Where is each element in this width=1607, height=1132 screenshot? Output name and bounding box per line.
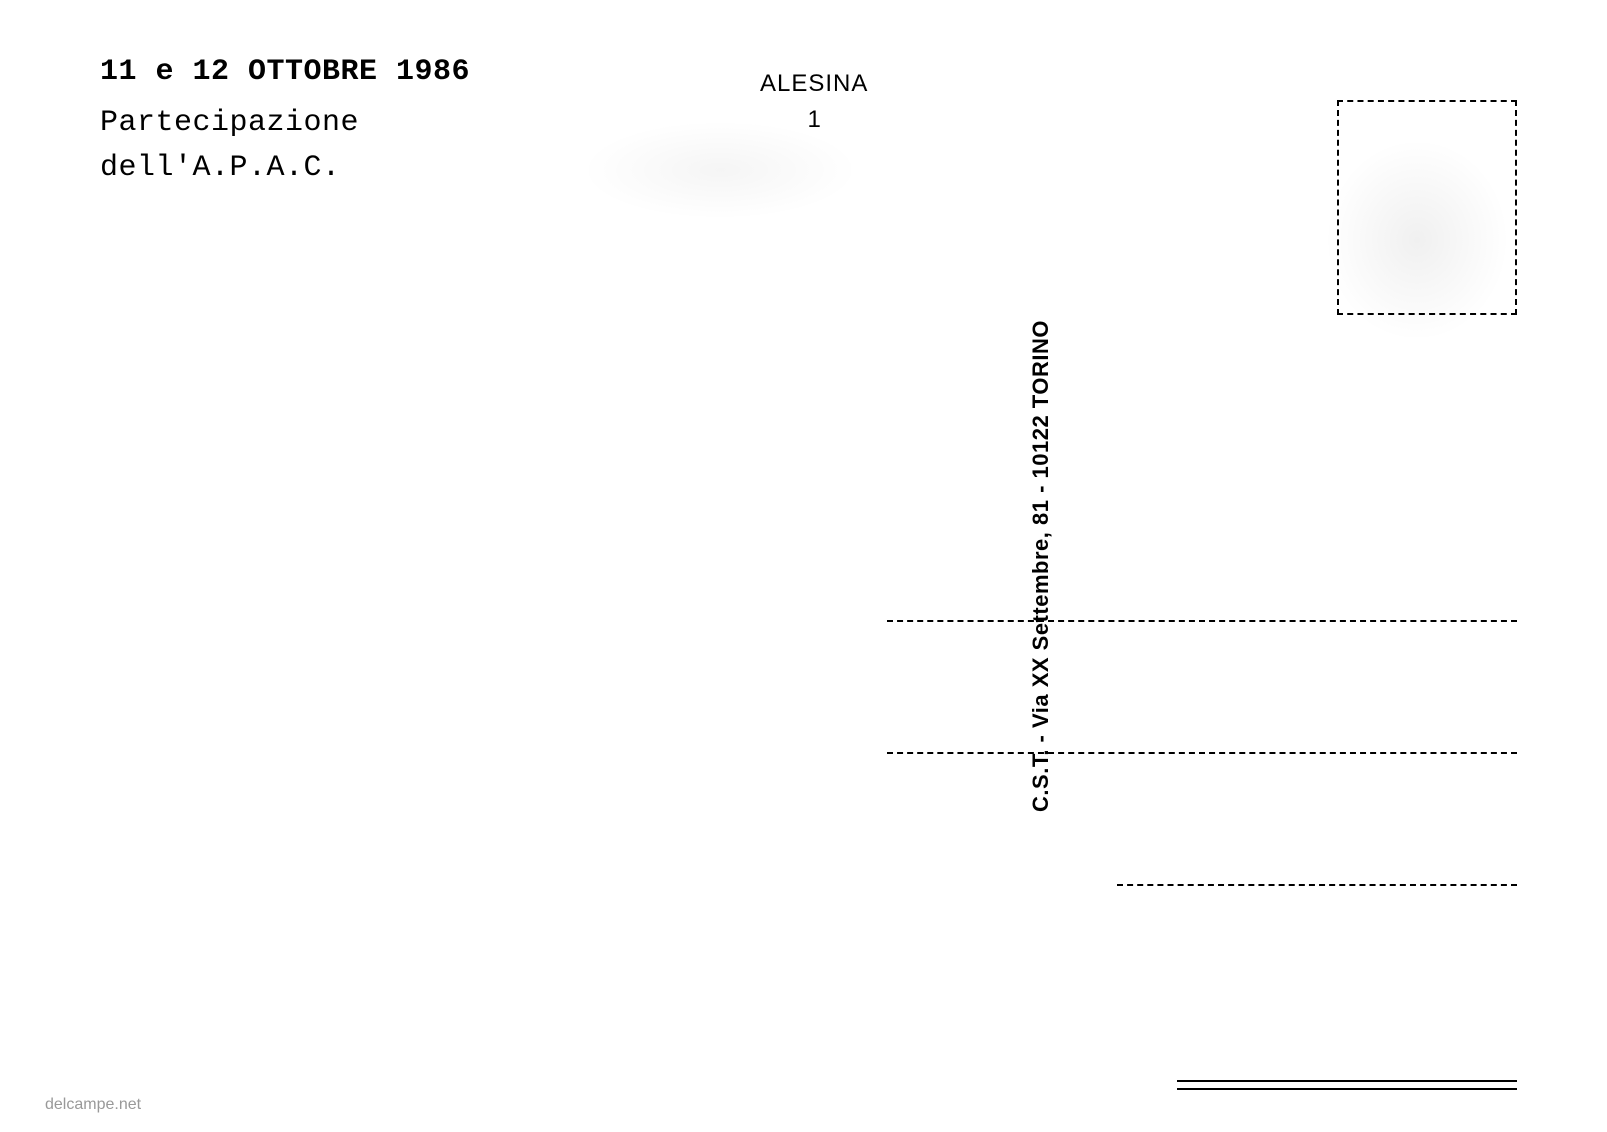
watermark-text: delcampe.net bbox=[45, 1096, 141, 1114]
event-info: 11 e 12 OTTOBRE 1986 Partecipazione dell… bbox=[100, 55, 470, 191]
participation-line-1: Partecipazione bbox=[100, 106, 359, 140]
postcard-back: 11 e 12 OTTOBRE 1986 Partecipazione dell… bbox=[0, 0, 1607, 1132]
address-line-2 bbox=[887, 752, 1517, 754]
address-line-1 bbox=[887, 620, 1517, 622]
participation-label: Partecipazione dell'A.P.A.C. bbox=[100, 101, 470, 191]
postal-code-box bbox=[1177, 1080, 1517, 1090]
artist-label: ALESINA 1 bbox=[760, 70, 868, 134]
paper-texture bbox=[580, 120, 860, 220]
event-date: 11 e 12 OTTOBRE 1986 bbox=[100, 55, 470, 89]
participation-line-2: dell'A.P.A.C. bbox=[100, 151, 341, 185]
series-number: 1 bbox=[760, 106, 868, 134]
address-area bbox=[887, 620, 1517, 1016]
artist-name: ALESINA bbox=[760, 70, 868, 98]
stamp-placeholder bbox=[1337, 100, 1517, 315]
address-line-3 bbox=[1117, 884, 1517, 886]
